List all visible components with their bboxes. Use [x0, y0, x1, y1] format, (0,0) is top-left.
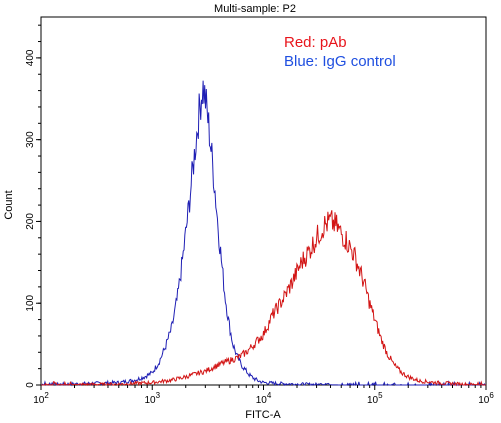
y-tick-label: 0 [25, 382, 36, 388]
legend: Red: pAb Blue: IgG control [284, 34, 396, 70]
chart-title: Multi-sample: P2 [214, 3, 296, 15]
plot-border [40, 16, 487, 386]
y-axis: 0 100 200 300 400 [25, 24, 41, 388]
series-line-2 [40, 210, 487, 387]
legend-entry: Red: pAb [284, 34, 347, 51]
series-layer [40, 80, 487, 387]
x-axis-label: FITC-A [245, 409, 281, 421]
legend-entry: Blue: IgG control [284, 53, 396, 70]
y-tick-label: 200 [25, 213, 36, 230]
x-tick-label: 103 [144, 391, 160, 406]
y-tick-label: 300 [25, 131, 36, 148]
y-tick-label: 100 [25, 294, 36, 311]
x-tick-label: 104 [256, 391, 272, 406]
y-tick-label: 400 [25, 49, 36, 66]
plot-frame [40, 16, 487, 386]
series-line-1 [40, 80, 486, 387]
x-axis: 102 103 104 105 106 [33, 385, 494, 406]
x-tick-label: 106 [478, 391, 494, 406]
x-tick-label: 105 [367, 391, 383, 406]
y-axis-label: Count [3, 190, 15, 219]
x-tick-label: 102 [33, 391, 49, 406]
